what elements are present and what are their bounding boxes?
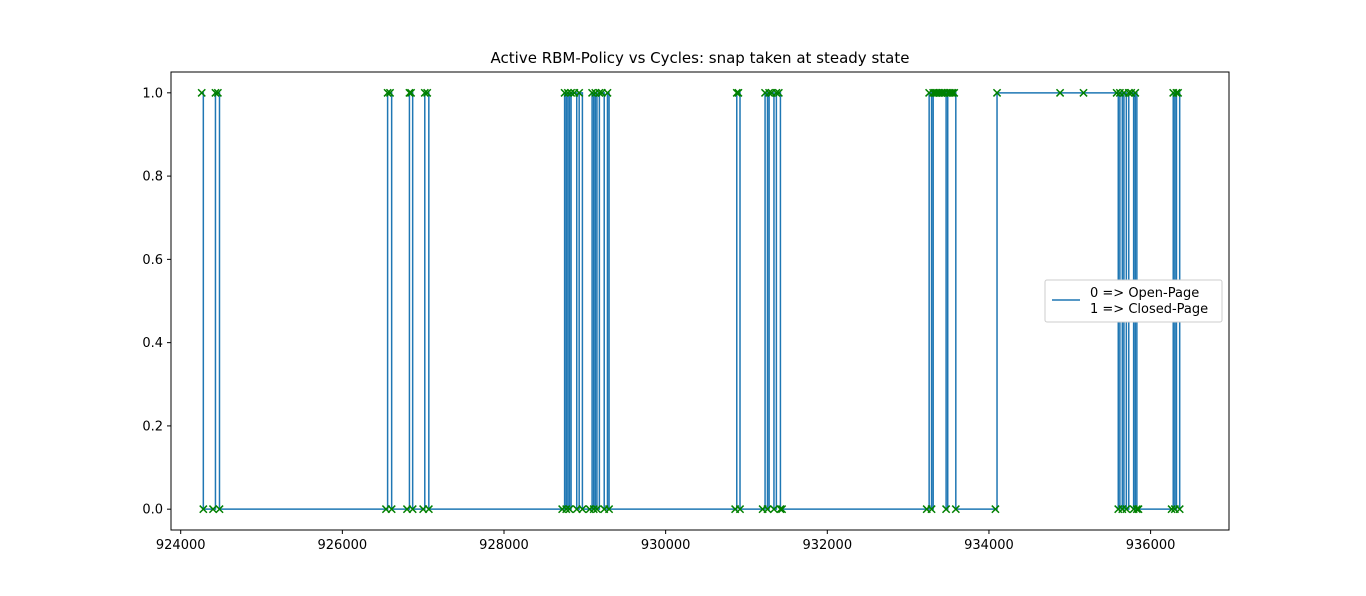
y-tick-label: 0.6 <box>142 253 163 268</box>
data-point-marker <box>950 88 959 97</box>
data-point-marker <box>946 88 956 97</box>
legend-entry-closed-page: 1 => Closed-Page <box>1090 302 1208 317</box>
data-point-marker <box>764 88 774 97</box>
data-point-marker <box>1131 88 1140 97</box>
data-point-marker <box>562 505 571 514</box>
data-point-marker <box>199 505 208 514</box>
data-point-marker <box>1167 505 1176 514</box>
data-point-marker <box>777 505 787 514</box>
y-tick-label: 0.4 <box>142 336 163 351</box>
y-tick-label: 0.8 <box>142 170 163 185</box>
data-point-marker <box>937 88 946 97</box>
y-tick-label: 0.2 <box>142 419 163 434</box>
data-point-marker <box>424 505 433 514</box>
x-tick-label: 928000 <box>479 538 529 553</box>
data-point-marker <box>563 88 572 97</box>
data-point-marker <box>566 88 576 97</box>
data-point-marker <box>1134 505 1143 514</box>
x-tick-label: 926000 <box>318 538 368 553</box>
x-tick-label: 932000 <box>802 538 852 553</box>
data-point-marker <box>991 505 1000 514</box>
data-point-marker <box>774 88 783 97</box>
data-point-marker <box>1079 88 1088 97</box>
data-point-marker <box>1055 88 1065 97</box>
y-tick-label: 1.0 <box>142 86 163 101</box>
y-tick-label: 0.0 <box>142 503 163 518</box>
data-point-marker <box>927 505 936 514</box>
data-point-marker <box>208 505 218 514</box>
data-point-marker <box>1124 88 1133 97</box>
data-point-marker <box>592 505 602 514</box>
legend-box <box>1044 279 1223 323</box>
data-point-marker <box>406 88 416 97</box>
data-point-marker <box>560 88 569 97</box>
data-point-marker <box>387 505 396 514</box>
data-point-marker <box>732 88 741 97</box>
data-point-marker <box>948 88 957 97</box>
data-point-marker <box>211 88 220 97</box>
data-point-marker <box>385 88 395 97</box>
data-point-marker <box>763 505 772 514</box>
x-tick-label: 930000 <box>641 538 691 553</box>
data-point-marker <box>604 505 614 514</box>
series-step-line <box>201 92 1181 510</box>
data-point-marker <box>772 88 781 97</box>
x-tick-label: 936000 <box>1126 538 1176 553</box>
data-point-marker <box>992 88 1002 97</box>
data-point-marker <box>575 88 584 97</box>
data-point-marker <box>603 88 612 97</box>
legend-entry-open-page: 0 => Open-Page <box>1090 286 1199 301</box>
y-axis-ticks: 0.0 0.2 0.4 0.6 0.8 1.0 <box>142 86 171 518</box>
data-point-marker <box>408 505 417 514</box>
data-point-marker <box>405 88 414 97</box>
data-point-marker <box>1175 505 1184 514</box>
data-point-marker <box>383 88 392 97</box>
data-point-marker <box>215 505 224 514</box>
data-point-marker <box>595 88 604 97</box>
data-point-marker <box>1173 88 1183 97</box>
x-tick-label: 924000 <box>156 538 206 553</box>
x-tick-label: 934000 <box>964 538 1014 553</box>
data-point-marker <box>213 88 223 97</box>
data-point-marker <box>420 88 429 97</box>
data-point-marker <box>776 505 785 514</box>
series-layer <box>201 92 1181 510</box>
data-point-marker <box>951 505 960 514</box>
data-point-marker <box>589 505 598 514</box>
data-point-marker <box>1132 505 1141 514</box>
data-point-marker <box>735 505 745 514</box>
data-point-marker <box>734 88 743 97</box>
data-point-marker <box>941 505 951 514</box>
data-point-marker <box>565 505 574 514</box>
x-axis-ticks: 924000 926000 928000 930000 932000 934000 9360… <box>156 530 1176 553</box>
data-point-marker <box>197 88 206 97</box>
data-point-marker <box>769 505 779 514</box>
data-point-marker <box>423 88 432 97</box>
data-point-marker <box>1172 88 1181 97</box>
plot-frame <box>170 71 1230 531</box>
data-point-marker <box>578 505 587 514</box>
data-point-marker <box>1122 505 1131 514</box>
chart-title: Active RBM-Policy vs Cycles: snap taken … <box>491 49 910 67</box>
data-point-marker <box>1112 88 1121 97</box>
data-point-marker <box>587 88 597 97</box>
legend: 0 => Open-Page 1 => Closed-Page <box>1044 279 1223 323</box>
marker-layer <box>197 88 1184 514</box>
